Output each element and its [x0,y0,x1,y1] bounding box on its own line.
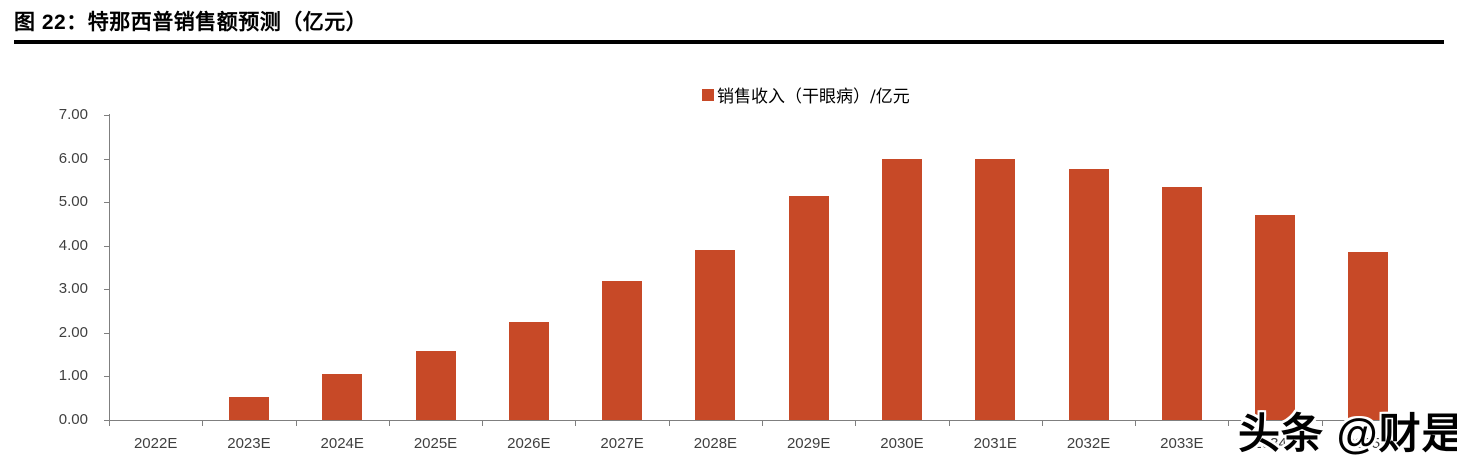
x-tick [948,420,950,426]
y-axis-label: 5.00 [58,193,88,211]
y-axis-label: 2.00 [58,323,88,341]
bar [975,159,1016,420]
y-tick [104,289,109,291]
y-axis-label: 6.00 [58,149,88,167]
bar [1255,215,1296,420]
y-axis-line [109,114,110,421]
bar [881,158,922,420]
y-tick [104,332,109,334]
x-tick [1228,420,1230,426]
y-axis-label: 1.00 [58,367,88,385]
x-tick [1135,420,1137,426]
y-axis-label: 3.00 [58,280,88,298]
bar [1068,168,1109,420]
y-axis-label: 7.00 [58,106,88,123]
bar [1348,251,1389,420]
x-tick [1415,420,1417,426]
x-axis-label: 2026E [507,435,551,452]
x-axis-label: 2024E [320,435,364,452]
y-axis-label: 0.00 [58,411,88,428]
x-axis-label: 2025E [413,435,458,452]
x-tick [855,420,857,426]
y-tick [104,245,109,247]
x-tick [109,420,110,426]
bar [322,374,363,420]
bar [788,195,829,420]
bar [228,396,269,420]
x-tick [388,420,390,426]
x-axis-label: 2032E [1066,435,1111,452]
bar [1161,186,1202,420]
bar [602,281,643,420]
x-tick [1321,420,1323,426]
bar [508,321,549,420]
y-tick [104,202,109,204]
legend-marker-icon [702,88,714,101]
y-tick [104,420,109,421]
x-tick [1041,420,1043,426]
bar [415,350,456,420]
x-tick [575,420,577,426]
x-axis-label: 2029E [786,435,831,452]
x-tick [482,420,484,426]
figure-title: 图 22：特那西普销售额预测（亿元） [14,11,368,34]
legend-label: 销售收入（干眼病）/亿元 [717,87,910,107]
y-axis-label: 4.00 [58,236,88,254]
bar [695,250,736,420]
x-tick [202,420,204,426]
x-axis-label: 2027E [600,435,644,452]
x-axis-label: 2023E [227,435,271,452]
x-tick [762,420,764,426]
x-tick [668,420,670,426]
legend: 销售收入（干眼病）/亿元 [702,82,910,107]
x-tick [295,420,297,426]
y-tick [104,158,109,160]
x-axis-label: 2030E [880,435,924,452]
x-axis-label: 2035E [1346,435,1391,452]
y-tick [104,376,109,378]
title-underline [14,40,1444,44]
x-axis-label: 2033E [1160,435,1204,452]
x-axis-label: 2031E [973,435,1017,452]
watermark: 头条 @财是 [1238,410,1457,457]
x-axis-label: 2028E [693,435,738,452]
y-tick [104,115,109,116]
x-axis-label: 2022E [133,435,178,452]
x-axis-label: 2034E [1253,435,1297,452]
